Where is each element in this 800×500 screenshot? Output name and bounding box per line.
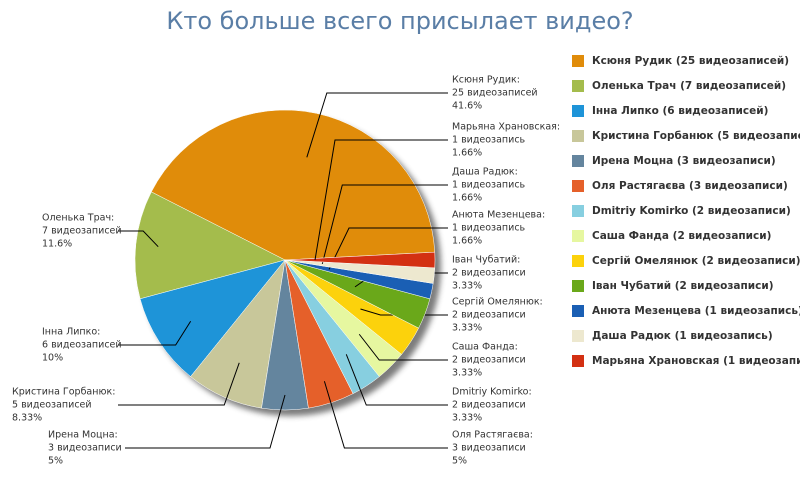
legend-swatch [572, 280, 584, 292]
slice-label: 5 видеозаписей [12, 400, 92, 411]
slice-label: 1 видеозапись [452, 135, 526, 146]
slice-label: 1 видеозапись [452, 180, 526, 191]
slice-label: 7 видеозаписей [42, 226, 122, 237]
legend-swatch [572, 105, 584, 117]
slice-label: 5% [452, 456, 467, 467]
pie-slice [151, 109, 436, 261]
leader-line [358, 333, 448, 361]
legend-label: Оля Растягаєва (3 видеозаписи) [592, 180, 788, 192]
slice-label: 3.33% [452, 281, 482, 292]
slice-label: 3.33% [452, 413, 482, 424]
legend-swatch [572, 180, 584, 192]
slice-label: 6 видеозаписей [42, 340, 122, 351]
slice-label: Ирена Моцна: [48, 430, 118, 441]
leader-line [321, 184, 448, 265]
leader-line [125, 394, 286, 449]
slice-label: 3.33% [452, 323, 482, 334]
slice-label: Оля Растягаєва: [452, 430, 533, 441]
slice-label: Ксюня Рудик: [452, 75, 520, 86]
legend-label: Іван Чубатий (2 видеозаписи) [592, 280, 774, 292]
slice-label: 2 видеозаписи [452, 355, 526, 366]
legend-swatch [572, 305, 584, 317]
leader-line [306, 92, 448, 158]
slice-label: Інна Липко: [42, 327, 100, 338]
legend-label: Ксюня Рудик (25 видеозаписей) [592, 55, 789, 67]
slice-label: 1.66% [452, 193, 482, 204]
leader-line [328, 227, 448, 270]
legend-label: Сергій Омелянюк (2 видеозаписи) [592, 255, 800, 267]
leader-line [314, 139, 448, 261]
leader-line [360, 308, 448, 316]
legend-label: Марьяна Храновская (1 видеозапись) [592, 355, 800, 367]
legend-swatch [572, 205, 584, 217]
slice-label: 25 видеозаписей [452, 88, 538, 99]
legend-label: Кристина Горбанюк (5 видеозаписей) [592, 130, 800, 142]
slice-label: Саша Фанда: [452, 342, 518, 353]
slice-label: Сергій Омелянюк: [452, 297, 543, 308]
legend-swatch [572, 80, 584, 92]
legend-label: Інна Липко (6 видеозаписей) [592, 105, 768, 117]
slice-label: Іван Чубатий: [452, 255, 520, 266]
legend-label: Оленька Трач (7 видеозаписей) [592, 80, 786, 92]
legend-swatch [572, 330, 584, 342]
slice-label: 8.33% [12, 413, 42, 424]
slice-label: 2 видеозаписи [452, 268, 526, 279]
legend-label: Даша Радюк (1 видеозапись) [592, 330, 773, 342]
pie-slice [134, 191, 286, 300]
slice-label: Даша Радюк: [452, 167, 518, 178]
pie-slice [139, 259, 286, 377]
slice-label: 41.6% [452, 101, 482, 112]
legend-swatch [572, 55, 584, 67]
slice-label: 10% [42, 353, 63, 364]
pie-slice [284, 251, 436, 269]
slice-label: Анюта Мезенцева: [452, 210, 545, 221]
legend-label: Dmitriy Komirko (2 видеозаписи) [592, 205, 791, 217]
slice-label: 2 видеозаписи [452, 400, 526, 411]
slice-label: 11.6% [42, 239, 72, 250]
slice-label: Марьяна Храновская: [452, 122, 560, 133]
slice-label: Dmitriy Komirko: [452, 387, 532, 398]
legend-swatch [572, 355, 584, 367]
legend-swatch [572, 255, 584, 267]
slice-label: 3 видеозаписи [48, 443, 122, 454]
legend-label: Саша Фанда (2 видеозаписи) [592, 230, 771, 242]
legend-swatch [572, 130, 584, 142]
legend-label: Ирена Моцна (3 видеозаписи) [592, 155, 776, 167]
slice-label: 3.33% [452, 368, 482, 379]
leader-line [118, 230, 159, 248]
slice-label: Оленька Трач: [42, 213, 114, 224]
slice-label: 2 видеозаписи [452, 310, 526, 321]
legend-swatch [572, 155, 584, 167]
slice-label: 1.66% [452, 148, 482, 159]
leader-line [118, 362, 240, 406]
leader-line [345, 354, 448, 406]
slice-label: Кристина Горбанюк: [12, 387, 115, 398]
slice-label: 1 видеозапись [452, 223, 526, 234]
slice-label: 1.66% [452, 236, 482, 247]
legend-swatch [572, 230, 584, 242]
legend-label: Анюта Мезенцева (1 видеозапись) [592, 305, 800, 317]
slice-label: 3 видеозаписи [452, 443, 526, 454]
leader-line [118, 321, 192, 346]
leader-line [323, 381, 448, 449]
slice-label: 5% [48, 456, 63, 467]
chart-title: Кто больше всего присылает видео? [166, 7, 633, 35]
